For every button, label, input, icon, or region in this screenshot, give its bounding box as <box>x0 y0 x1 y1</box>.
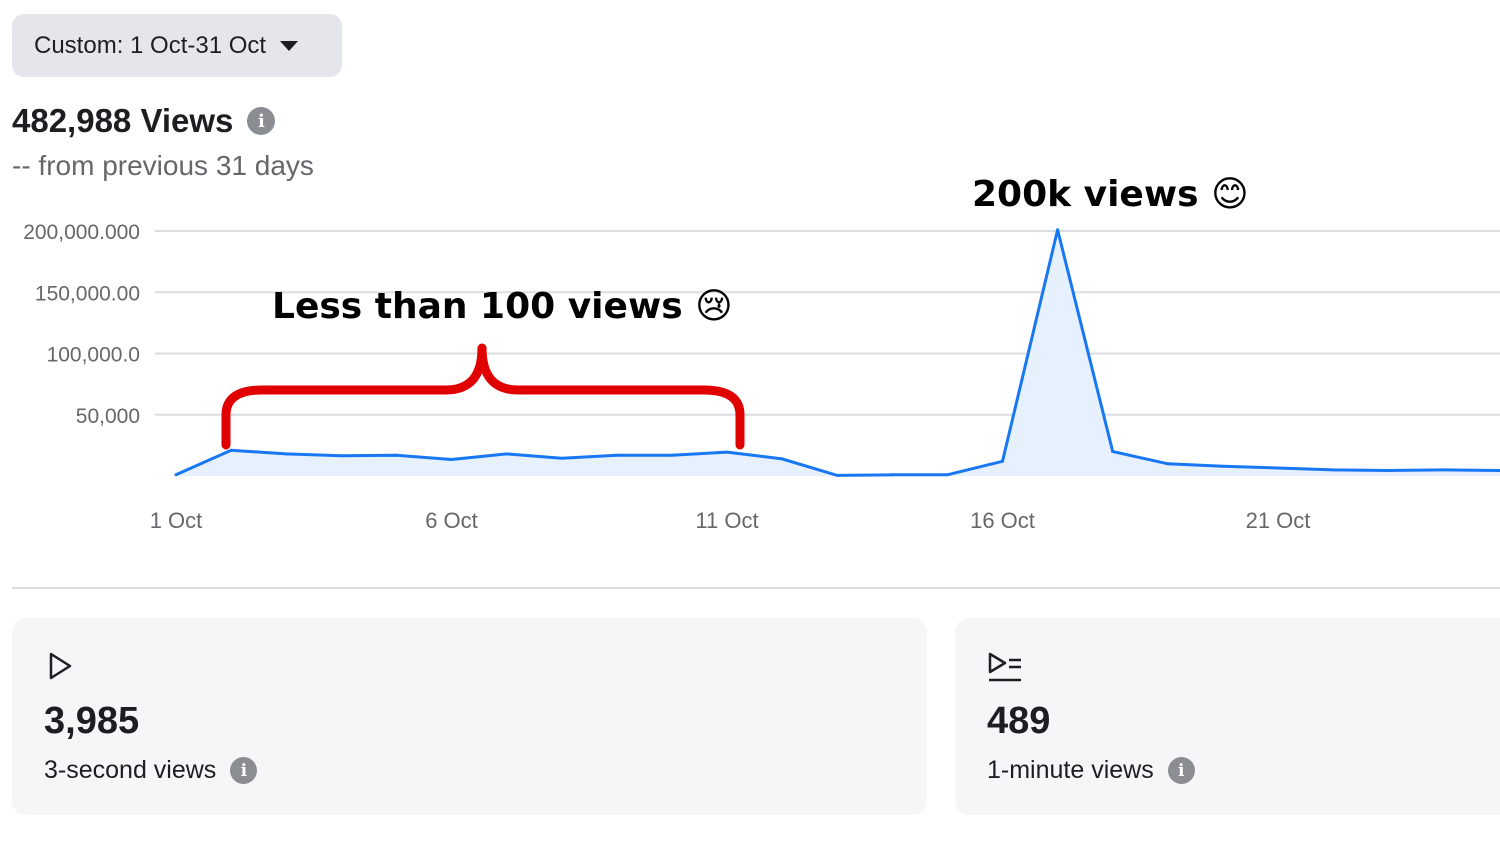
data-point <box>725 450 729 454</box>
views-line-chart: 200,000.000 150,000.00 100,000.0 50,000 1 O… <box>23 174 1500 533</box>
comparison-text: -- from previous 31 days <box>12 150 314 181</box>
data-point <box>1166 462 1170 466</box>
peak-views-annotation: 200k views 😊 <box>972 174 1249 215</box>
metric-value: 489 <box>987 700 1051 742</box>
data-point <box>615 453 619 457</box>
x-tick-label: 21 Oct <box>1246 508 1311 533</box>
y-tick-label: 50,000 <box>76 405 140 428</box>
x-tick-label: 11 Oct <box>695 508 758 533</box>
section-divider <box>12 587 1500 589</box>
total-views: 482,988 Views <box>12 102 234 139</box>
metric-card-1-minute: 489 1-minute views i <box>955 618 1500 815</box>
x-tick-label: 1 Oct <box>150 508 203 533</box>
data-point <box>1331 468 1335 472</box>
play-icon <box>49 652 72 680</box>
data-point <box>560 456 564 460</box>
views-headline: 482,988 Views i <box>12 102 276 140</box>
data-point <box>1496 468 1500 472</box>
data-point <box>1111 450 1115 453</box>
data-point <box>339 454 343 458</box>
metric-label: 1-minute views <box>987 756 1154 784</box>
date-range-label: Custom: 1 Oct-31 Oct <box>34 31 267 59</box>
data-point <box>1276 466 1280 470</box>
y-tick-label: 150,000.00 <box>35 282 140 305</box>
info-icon[interactable]: i <box>1167 757 1195 784</box>
data-point <box>1441 468 1445 472</box>
caret-down-icon <box>280 40 299 51</box>
data-point <box>394 453 398 457</box>
metric-card-3-second: 3,985 3-second views i <box>12 618 927 815</box>
x-tick-label: 16 Oct <box>970 508 1035 533</box>
data-point <box>1056 228 1060 232</box>
data-point <box>505 452 509 456</box>
date-range-dropdown[interactable]: Custom: 1 Oct-31 Oct <box>12 14 342 77</box>
data-point <box>1221 464 1225 468</box>
metric-label: 3-second views <box>44 756 217 784</box>
data-point <box>1386 468 1390 472</box>
data-point <box>284 452 288 456</box>
data-point <box>229 448 233 452</box>
data-point <box>670 453 674 457</box>
low-views-annotation: Less than 100 views 😢 <box>272 286 733 327</box>
data-point <box>450 457 453 461</box>
x-tick-label: 6 Oct <box>425 508 478 533</box>
info-icon[interactable]: i <box>230 757 258 784</box>
y-tick-label: 200,000.000 <box>23 221 140 244</box>
info-icon[interactable]: i <box>247 107 276 135</box>
annotation-brace <box>221 343 745 450</box>
data-point <box>890 473 894 477</box>
data-point <box>780 457 784 461</box>
y-tick-label: 100,000.0 <box>47 344 140 367</box>
data-point <box>174 473 178 477</box>
play-list-icon <box>988 652 1021 682</box>
data-point <box>945 473 949 477</box>
data-point <box>1001 459 1004 463</box>
data-point <box>835 473 839 477</box>
metric-value: 3,985 <box>44 700 140 742</box>
